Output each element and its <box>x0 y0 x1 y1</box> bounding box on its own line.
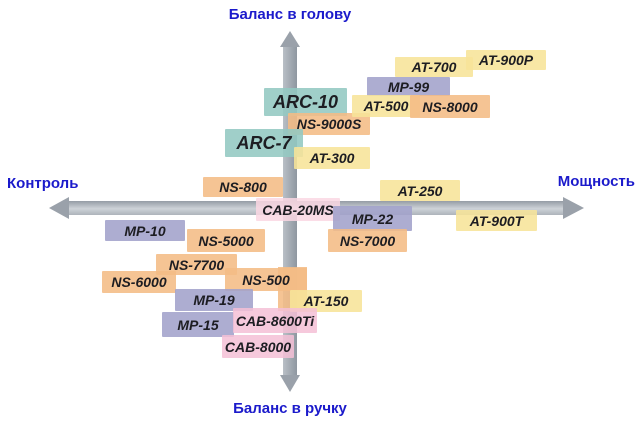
x-axis-right-label: Мощность <box>557 173 635 190</box>
product-box-AT-150: AT-150 <box>290 290 362 312</box>
x-axis-left-label: Контроль <box>7 175 79 192</box>
y-axis-top-label: Баланс в голову <box>228 6 352 23</box>
product-box-AT-500: AT-500 <box>352 95 420 117</box>
product-box-ARC-7: ARC-7 <box>225 129 303 157</box>
product-box-NS-6000: NS-6000 <box>102 271 176 293</box>
product-box-CAB-8000: CAB-8000 <box>222 335 294 358</box>
product-box-NS-8000: NS-8000 <box>410 95 490 118</box>
product-box-NS-500: NS-500 <box>225 268 307 291</box>
product-box-MP-10: MP-10 <box>105 220 185 241</box>
product-box-ARC-10: ARC-10 <box>264 88 347 116</box>
product-box-AT-250: AT-250 <box>380 180 460 201</box>
product-box-NS-800: NS-800 <box>203 177 283 197</box>
arrow-left-icon <box>49 197 69 219</box>
product-box-CAB-20MS: CAB-20MS <box>256 198 340 221</box>
product-box-MP-99: MP-99 <box>367 77 450 96</box>
product-box-CAB-8600Ti: CAB-8600Ti <box>233 308 317 333</box>
product-box-MP-15: MP-15 <box>162 312 234 337</box>
y-axis-bottom-label: Баланс в ручку <box>233 400 347 417</box>
product-box-AT-700: AT-700 <box>395 57 473 77</box>
product-box-AT-900P: AT-900P <box>466 50 546 70</box>
product-box-MP-22: MP-22 <box>333 206 412 231</box>
arrow-up-icon <box>280 31 300 47</box>
product-box-NS-5000: NS-5000 <box>187 229 265 252</box>
product-box-AT-900T: AT-900T <box>456 210 537 231</box>
product-box-NS-9000S: NS-9000S <box>288 113 370 135</box>
product-box-MP-19: MP-19 <box>175 289 253 311</box>
product-box-NS-7700: NS-7700 <box>156 254 237 275</box>
product-box-AT-300: AT-300 <box>294 147 370 169</box>
product-box-NS-7000: NS-7000 <box>328 229 407 252</box>
arrow-right-icon <box>563 197 584 219</box>
arrow-down-icon <box>280 375 300 392</box>
